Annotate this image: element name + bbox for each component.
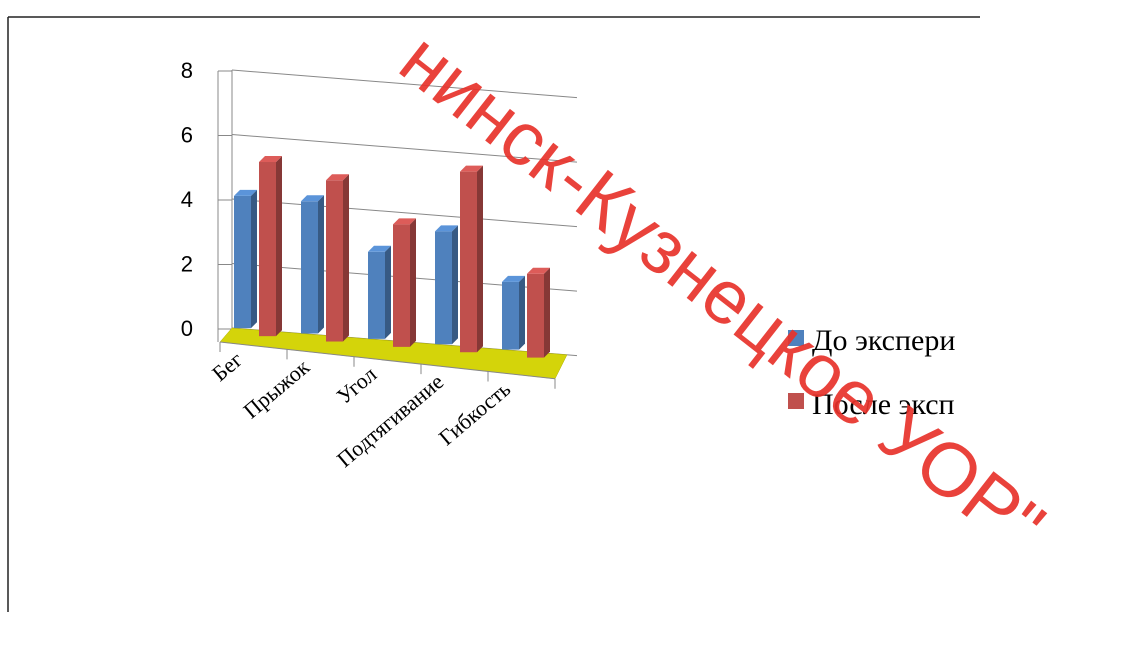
category-label-1: Прыжок <box>238 354 314 423</box>
bar-side-3-1 <box>477 165 483 353</box>
category-label-2: Угол <box>332 361 382 408</box>
bar-4-0 <box>502 275 525 350</box>
category-label-0: Бег <box>207 347 247 386</box>
bar-front-2-0 <box>368 251 385 339</box>
bar-top-2-0 <box>368 245 391 252</box>
bar-top-0-1 <box>259 156 282 163</box>
bar-2-0 <box>368 245 391 339</box>
bar-top-3-1 <box>460 165 483 172</box>
bar-front-0-1 <box>259 162 276 337</box>
bar-side-2-1 <box>410 218 416 347</box>
legend-label-1: После эксп <box>812 388 955 421</box>
y-tick-label-2: 4 <box>181 187 193 212</box>
bar-1-1 <box>326 174 349 342</box>
bar-front-0-0 <box>234 195 251 329</box>
bar-side-0-0 <box>251 189 257 329</box>
bar-front-3-1 <box>460 171 477 353</box>
legend: До экспери После эксп <box>788 324 955 421</box>
y-tick-label-0: 0 <box>181 316 193 341</box>
bar-front-4-0 <box>502 281 519 350</box>
bar-side-4-0 <box>519 275 525 350</box>
bar-4-1 <box>527 267 550 358</box>
bar-side-0-1 <box>276 156 282 337</box>
grid-line-3 <box>231 134 578 163</box>
bar-1-0 <box>301 195 324 334</box>
bar-3-0 <box>435 225 458 345</box>
y-tick-label-3: 6 <box>181 123 193 148</box>
bar-front-1-0 <box>301 201 318 334</box>
bar-2-1 <box>393 218 416 347</box>
legend-swatch-0 <box>788 330 804 346</box>
bar-side-3-0 <box>452 225 458 345</box>
chart-frame <box>7 16 980 612</box>
bar-front-2-1 <box>393 224 410 347</box>
bar-3-1 <box>460 165 483 353</box>
watermark-text: нинск-Кузнецкое УОР" <box>385 16 1060 569</box>
bar-top-1-1 <box>326 174 349 181</box>
axes <box>217 70 556 389</box>
bar-top-2-1 <box>393 218 416 225</box>
bar-side-1-0 <box>318 195 324 334</box>
bar-top-3-0 <box>435 225 458 232</box>
legend-swatch-1 <box>788 393 804 409</box>
bar-front-3-0 <box>435 231 452 345</box>
bar-top-4-0 <box>502 275 525 282</box>
bar-side-1-1 <box>343 174 349 342</box>
bar-front-4-1 <box>527 273 544 358</box>
bar-0-1 <box>259 156 282 337</box>
bars <box>234 156 550 358</box>
bar-front-1-1 <box>326 180 343 342</box>
y-tick-label-1: 2 <box>181 252 193 277</box>
legend-label-0: До экспери <box>812 324 955 357</box>
bar-0-0 <box>234 189 257 329</box>
bar-top-0-0 <box>234 189 257 196</box>
bar-side-2-0 <box>385 245 391 339</box>
grid-line-4 <box>231 69 578 99</box>
grid-line-2 <box>231 198 578 228</box>
y-tick-labels: 0 2 4 6 8 <box>181 58 193 341</box>
bar-top-4-1 <box>527 267 550 274</box>
x-baseline <box>219 341 556 380</box>
bar-side-4-1 <box>544 267 550 358</box>
y-tick-label-4: 8 <box>181 58 193 83</box>
bar-top-1-0 <box>301 195 324 202</box>
